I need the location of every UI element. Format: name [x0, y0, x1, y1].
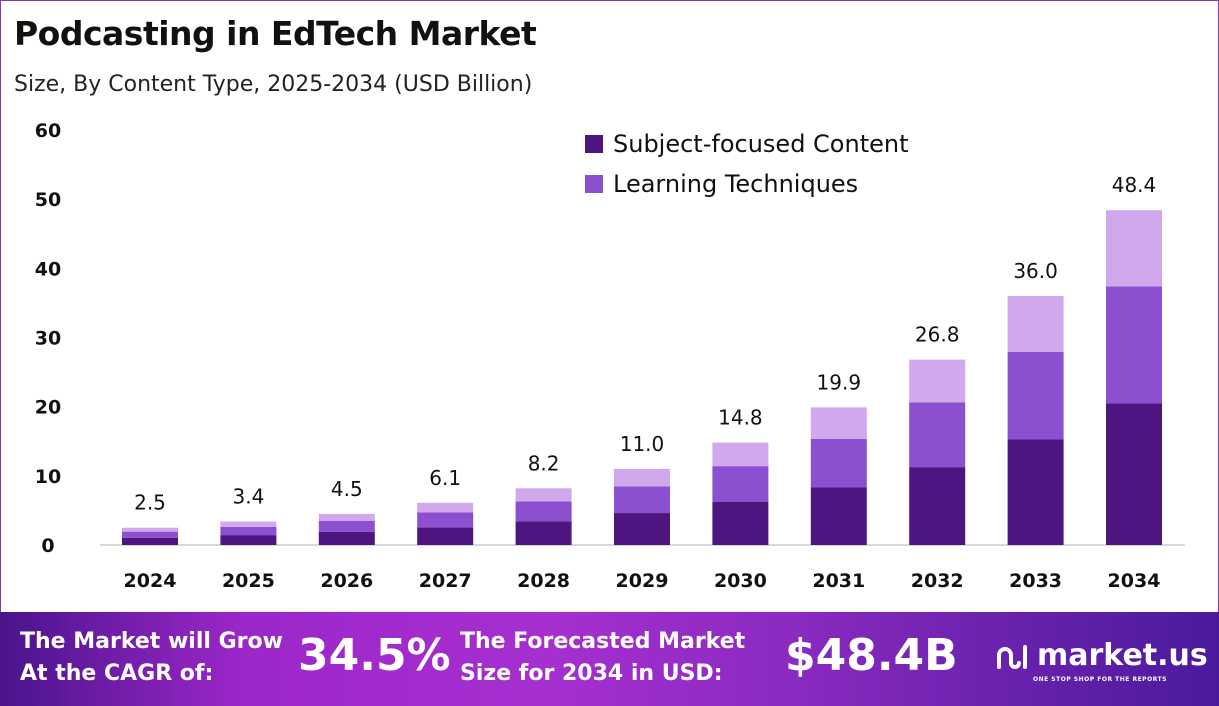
bar-segment-2031-series-0	[810, 487, 867, 545]
x-tick-label: 2033	[1009, 570, 1062, 592]
bar-segment-2034-series-0	[1106, 403, 1162, 545]
bar-segment-2031-series-2	[810, 407, 867, 439]
x-tick-label: 2026	[320, 570, 373, 592]
bar-segment-2027-series-2	[417, 502, 474, 513]
data-label-total: 8.2	[528, 451, 560, 475]
cagr-label-line: The Market will Grow	[20, 629, 283, 654]
data-label-total: 2.5	[134, 491, 166, 515]
bar-segment-2028-series-1	[515, 501, 572, 522]
legend-swatch	[585, 135, 603, 153]
x-tick-label: 2025	[222, 570, 275, 592]
bar-segment-2024-series-2	[122, 527, 178, 532]
legend-item-subject-focused: Subject-focused Content	[585, 124, 909, 164]
y-tick-label: 50	[35, 189, 61, 211]
bar-segment-2033-series-1	[1007, 352, 1064, 440]
y-tick-label: 40	[35, 258, 61, 280]
cagr-label: The Market will Grow At the CAGR of:	[20, 626, 283, 690]
bar-segment-2034-series-2	[1106, 210, 1162, 287]
bar-segment-2028-series-0	[515, 521, 572, 545]
x-tick-label: 2030	[714, 570, 767, 592]
market-size-label: The Forecasted Market Size for 2034 in U…	[460, 626, 745, 690]
y-tick-label: 30	[35, 328, 61, 350]
bar-segment-2032-series-1	[909, 402, 966, 468]
y-tick-label: 60	[35, 120, 61, 142]
bar-segment-2033-series-0	[1007, 439, 1064, 545]
market-us-logo: market.us ONE STOP SHOP FOR THE REPORTS	[995, 638, 1208, 683]
bar-segment-2025-series-1	[220, 526, 277, 536]
x-tick-label: 2031	[812, 570, 865, 592]
data-label-total: 26.8	[915, 323, 960, 347]
bar-segment-2034-series-1	[1106, 286, 1162, 404]
x-tick-label: 2028	[517, 570, 570, 592]
y-tick-label: 20	[35, 397, 61, 419]
bar-segment-2027-series-1	[417, 512, 474, 528]
bar-segment-2032-series-0	[909, 467, 966, 545]
bar-segment-2027-series-0	[417, 527, 474, 545]
logo-icon	[997, 644, 1027, 669]
cagr-label-line: At the CAGR of:	[20, 661, 214, 686]
summary-banner: The Market will Grow At the CAGR of: 34.…	[0, 612, 1219, 706]
bar-segment-2029-series-1	[614, 486, 670, 514]
x-tick-label: 2034	[1108, 570, 1161, 592]
legend-swatch	[585, 175, 603, 193]
stacked-bar-chart: 01020304050602.520243.420254.520266.1202…	[35, 120, 1185, 592]
data-label-total: 48.4	[1112, 173, 1157, 197]
bar-segment-2030-series-0	[712, 501, 769, 545]
data-label-total: 4.5	[331, 477, 363, 501]
legend-label: Subject-focused Content	[613, 130, 909, 158]
x-tick-label: 2024	[124, 570, 177, 592]
bar-segment-2029-series-2	[614, 468, 670, 487]
bar-segment-2033-series-2	[1007, 296, 1064, 353]
market-size-value: $48.4B	[785, 630, 958, 681]
chart-title: Podcasting in EdTech Market	[14, 14, 537, 53]
cagr-value: 34.5%	[298, 630, 451, 681]
legend: Subject-focused Content Learning Techniq…	[585, 124, 909, 204]
bar-segment-2025-series-0	[220, 535, 277, 545]
bar-segment-2026-series-0	[318, 531, 375, 545]
bar-segment-2029-series-0	[614, 513, 670, 545]
data-label-total: 3.4	[232, 484, 264, 508]
bar-segment-2024-series-0	[122, 537, 178, 545]
size-label-line: Size for 2034 in USD:	[460, 661, 723, 686]
chart-subtitle: Size, By Content Type, 2025-2034 (USD Bi…	[14, 72, 533, 97]
x-tick-label: 2027	[419, 570, 472, 592]
bar-segment-2026-series-2	[318, 513, 375, 521]
data-label-total: 6.1	[429, 466, 461, 490]
bar-segment-2025-series-2	[220, 521, 277, 527]
legend-label: Learning Techniques	[613, 170, 859, 198]
data-label-total: 19.9	[817, 370, 862, 394]
logo-tagline: ONE STOP SHOP FOR THE REPORTS	[1033, 676, 1167, 683]
data-label-total: 36.0	[1013, 259, 1058, 283]
logo-name: market.us	[1037, 638, 1208, 673]
x-tick-label: 2029	[616, 570, 669, 592]
y-tick-label: 0	[41, 535, 54, 557]
x-tick-label: 2032	[911, 570, 964, 592]
legend-item-learning-techniques: Learning Techniques	[585, 164, 909, 204]
y-tick-label: 10	[35, 466, 61, 488]
data-label-total: 14.8	[718, 406, 763, 430]
bar-segment-2030-series-2	[712, 442, 769, 467]
bar-segment-2024-series-1	[122, 531, 178, 538]
bar-segment-2030-series-1	[712, 466, 769, 502]
data-label-total: 11.0	[620, 432, 665, 456]
bar-segment-2028-series-2	[515, 488, 572, 502]
size-label-line: The Forecasted Market	[460, 629, 746, 654]
bar-segment-2026-series-1	[318, 520, 375, 532]
bar-segment-2031-series-1	[810, 438, 867, 488]
bar-segment-2032-series-2	[909, 359, 966, 403]
